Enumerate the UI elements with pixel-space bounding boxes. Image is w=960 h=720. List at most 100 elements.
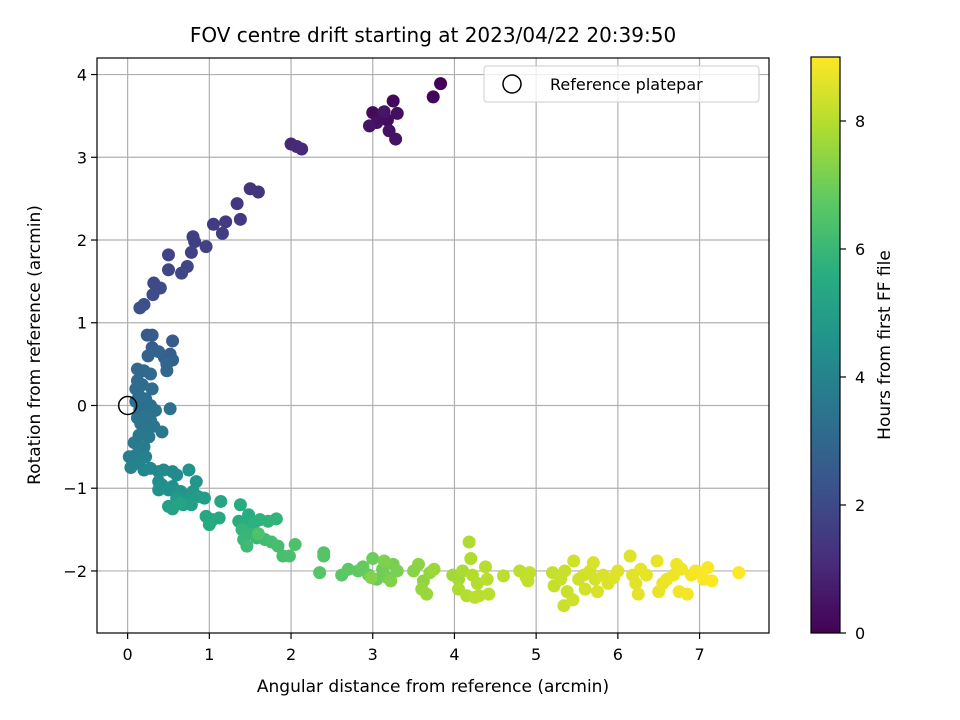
data-point (212, 511, 226, 525)
data-point (233, 498, 247, 512)
legend-hollow-circle-icon (502, 74, 522, 94)
y-axis-label: Rotation from reference (arcmin) (25, 205, 45, 485)
colorbar-tick-label: 4 (855, 368, 865, 387)
x-axis-ticks: 0 1 2 3 4 5 6 7 (123, 633, 705, 664)
data-point (341, 562, 355, 576)
data-point (456, 564, 470, 578)
data-points (122, 77, 746, 613)
data-point (521, 574, 535, 588)
data-point (124, 461, 138, 475)
data-point (578, 582, 592, 596)
data-point (133, 301, 147, 315)
chart-title: FOV centre drift starting at 2023/04/22 … (190, 23, 676, 47)
plot-frame (96, 57, 770, 634)
legend: Reference platepar (483, 65, 760, 103)
data-point (170, 468, 184, 482)
data-point (611, 564, 625, 578)
data-point (317, 549, 331, 563)
colorbar-tick-label: 2 (855, 496, 865, 515)
data-point (386, 94, 400, 108)
data-point (701, 561, 715, 575)
data-point (366, 552, 380, 566)
data-point (462, 535, 476, 549)
data-point (639, 568, 653, 582)
data-point (390, 564, 404, 578)
data-point (184, 498, 198, 512)
data-point (175, 266, 189, 280)
data-point (411, 557, 425, 571)
data-point (127, 436, 141, 450)
reference-platepar-marker (117, 395, 138, 416)
data-point (271, 539, 285, 553)
data-point (623, 549, 637, 563)
data-point (166, 334, 180, 348)
y-tick-label: −2 (63, 562, 87, 581)
y-tick-label: −1 (63, 479, 87, 498)
data-point (377, 554, 391, 568)
colorbar-ticks: 0 2 4 6 8 (840, 112, 865, 643)
data-point (464, 552, 478, 566)
data-point (152, 345, 166, 359)
data-point (420, 587, 434, 601)
data-point (480, 572, 494, 586)
x-tick-label: 0 (123, 645, 133, 664)
legend-entry-reference-platepar: Reference platepar (550, 75, 703, 94)
grid-lines (97, 58, 769, 633)
legend-box (483, 65, 760, 103)
data-point (182, 463, 196, 477)
data-point (215, 226, 229, 240)
data-point (202, 518, 216, 532)
data-point (364, 571, 378, 585)
data-point (631, 587, 645, 601)
data-point (214, 494, 228, 508)
data-point (427, 562, 441, 576)
colorbar-gradient (810, 56, 841, 634)
y-tick-label: 4 (77, 66, 87, 85)
data-point (142, 430, 156, 444)
data-point (230, 197, 244, 211)
data-point (163, 402, 177, 416)
x-tick-label: 5 (531, 645, 541, 664)
data-point (567, 554, 581, 568)
data-point (675, 562, 689, 576)
data-point (496, 569, 510, 583)
colorbar-label: Hours from first FF file (875, 250, 895, 440)
data-point (160, 364, 174, 378)
y-tick-label: 0 (77, 396, 87, 415)
data-point (426, 90, 440, 104)
colorbar-tick-label: 8 (855, 112, 865, 131)
data-point (152, 483, 166, 497)
data-point (288, 537, 302, 551)
data-point (629, 576, 643, 590)
data-point (145, 328, 159, 342)
data-point (145, 382, 159, 396)
data-point (197, 491, 211, 505)
data-point (122, 450, 136, 464)
data-point (362, 119, 376, 133)
data-point (313, 566, 327, 580)
data-point (558, 564, 572, 578)
data-point (390, 106, 404, 120)
data-point (219, 215, 233, 229)
x-tick-label: 7 (694, 645, 704, 664)
data-point (188, 235, 202, 249)
y-tick-label: 2 (77, 231, 87, 250)
data-point (173, 496, 187, 510)
data-point (389, 132, 403, 146)
colorbar-tick-label: 0 (855, 624, 865, 643)
data-point (470, 576, 484, 590)
data-point (206, 217, 220, 231)
y-tick-label: 3 (77, 148, 87, 167)
data-point (141, 349, 155, 363)
data-point (155, 425, 169, 439)
data-point (295, 142, 309, 156)
data-point (233, 212, 247, 226)
data-point (650, 554, 664, 568)
data-point (478, 560, 492, 574)
data-point (146, 288, 160, 302)
data-point (161, 248, 175, 262)
data-point (680, 587, 694, 601)
data-point (468, 590, 482, 604)
data-point (161, 483, 175, 497)
